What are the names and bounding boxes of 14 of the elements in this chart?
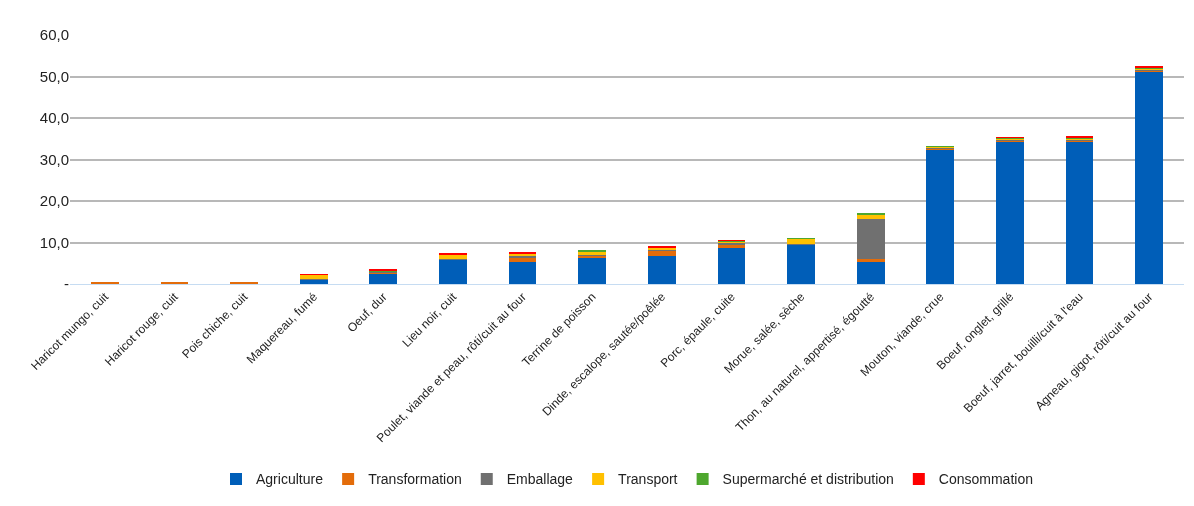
y-tick-label: 40,0 xyxy=(39,109,69,127)
y-tick-label: 10,0 xyxy=(39,233,69,251)
y-tick-label: 20,0 xyxy=(39,192,69,210)
x-tick-label: Lieu noir, cuit xyxy=(399,289,460,350)
y-tick-label: 60,0 xyxy=(39,26,69,44)
legend-label: Agriculture xyxy=(256,471,324,488)
y-tick-label: 30,0 xyxy=(39,150,69,168)
legend-label: Transformation xyxy=(368,471,462,488)
y-tick-label: - xyxy=(64,275,69,293)
legend-label: Supermarché et distribution xyxy=(722,471,894,488)
y-tick-label: 50,0 xyxy=(39,67,69,85)
legend-label: Consommation xyxy=(938,471,1033,488)
legend-label: Transport xyxy=(618,471,678,488)
legend-label: Emballage xyxy=(506,471,574,488)
